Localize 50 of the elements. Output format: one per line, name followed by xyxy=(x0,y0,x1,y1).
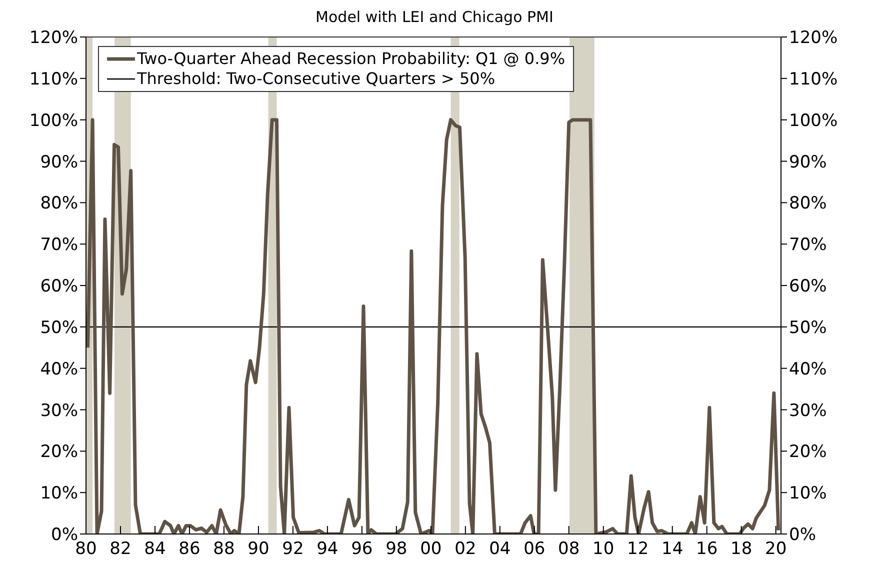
y2-tick-label: 80% xyxy=(789,194,827,214)
x-tick-label: 96 xyxy=(351,539,373,560)
legend-label: Threshold: Two-Consecutive Quarters > 50% xyxy=(137,69,496,89)
y-tick-label: 70% xyxy=(40,235,78,256)
x-tick-label: 10 xyxy=(592,539,614,560)
y2-tick-label: 10% xyxy=(789,484,827,504)
y2-tick-label: 0% xyxy=(789,525,816,546)
y-tick-label: 10% xyxy=(40,484,78,504)
x-tick-label: 02 xyxy=(454,539,476,560)
y-tick-label: 20% xyxy=(40,442,78,462)
y-tick-label: 100% xyxy=(29,110,78,131)
y2-tick-label: 30% xyxy=(789,400,827,421)
x-tick-label: 04 xyxy=(489,539,511,560)
y-tick-label: 110% xyxy=(29,69,78,90)
y2-tick-label: 90% xyxy=(789,152,827,172)
x-tick-label: 06 xyxy=(524,539,546,560)
y2-tick-label: 20% xyxy=(789,442,827,462)
x-tick-label: 94 xyxy=(316,539,338,560)
x-tick-label: 90 xyxy=(248,539,270,560)
x-tick-label: 12 xyxy=(627,539,649,560)
x-tick-label: 92 xyxy=(282,539,304,560)
x-tick-label: 82 xyxy=(110,539,132,560)
y-tick-label: 80% xyxy=(40,194,78,214)
y2-tick-label: 60% xyxy=(789,276,827,297)
x-tick-label: 14 xyxy=(662,539,684,560)
y-tick-label: 40% xyxy=(40,359,78,380)
y-tick-label: 0% xyxy=(51,525,78,546)
x-tick-label: 84 xyxy=(144,539,166,560)
x-tick-label: 18 xyxy=(730,539,752,560)
y2-tick-label: 110% xyxy=(789,69,838,90)
x-tick-label: 16 xyxy=(696,539,718,560)
chart-title: Model with LEI and Chicago PMI xyxy=(314,8,554,26)
y-tick-label: 30% xyxy=(40,400,78,421)
x-tick-label: 08 xyxy=(558,539,580,560)
legend-label: Two-Quarter Ahead Recession Probability: Q1 @ 0.9% xyxy=(137,49,566,69)
x-tick-label: 00 xyxy=(420,539,442,560)
y2-tick-label: 100% xyxy=(789,110,838,131)
y-tick-label: 90% xyxy=(40,152,78,172)
y-tick-label: 50% xyxy=(40,318,78,338)
x-tick-label: 86 xyxy=(178,539,200,560)
x-tick-label: 88 xyxy=(213,539,235,560)
x-tick-label: 98 xyxy=(386,539,408,560)
y2-tick-label: 50% xyxy=(789,318,827,338)
x-tick-label: 80 xyxy=(75,539,97,560)
x-tick-label: 20 xyxy=(765,539,787,560)
y2-tick-label: 120% xyxy=(789,28,838,48)
y-tick-label: 120% xyxy=(29,28,78,48)
y2-tick-label: 70% xyxy=(789,235,827,256)
y2-tick-label: 40% xyxy=(789,359,827,380)
y-tick-label: 60% xyxy=(40,276,78,297)
